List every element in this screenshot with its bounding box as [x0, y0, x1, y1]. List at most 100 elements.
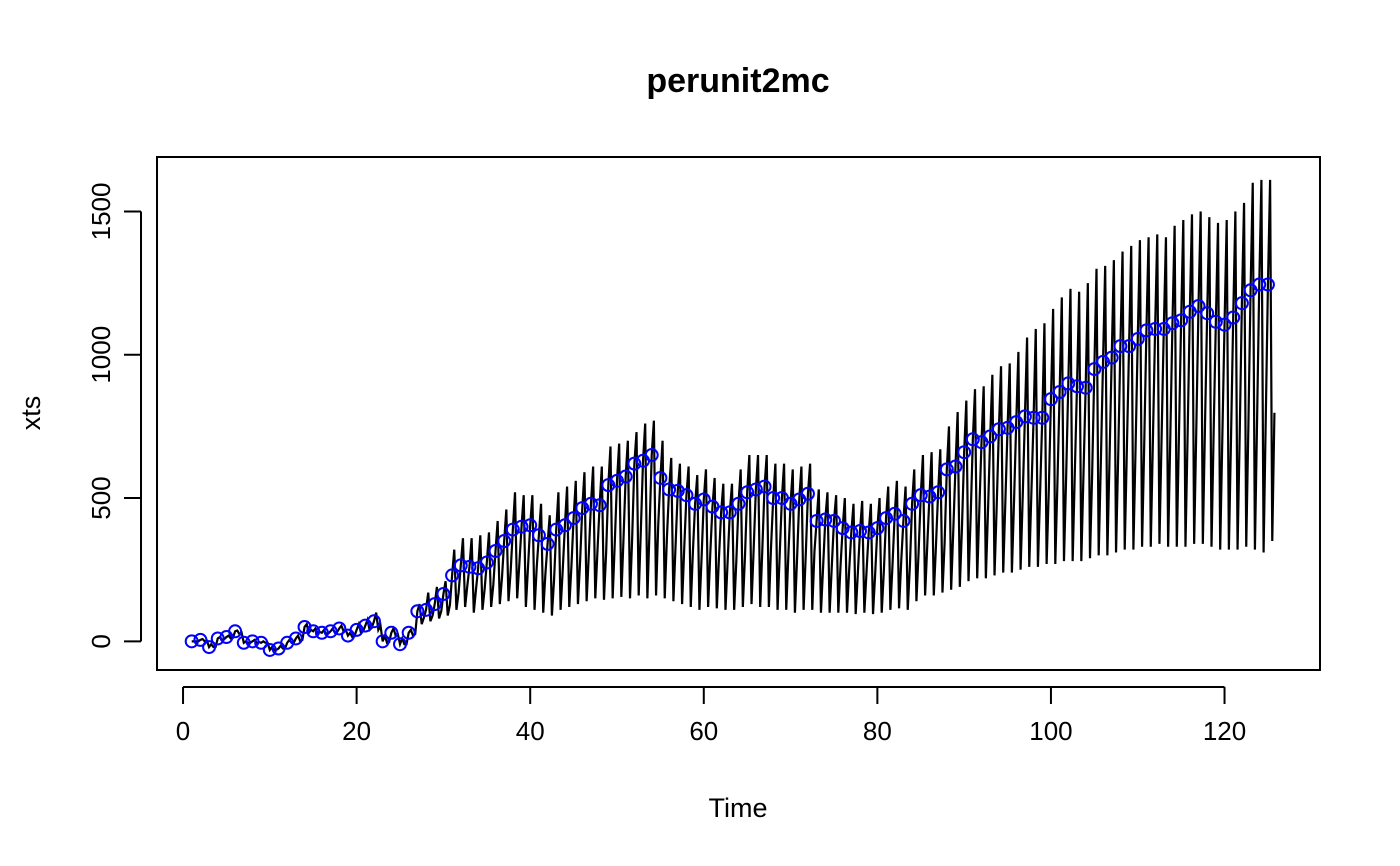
x-tick-label: 120 — [1203, 716, 1246, 746]
data-point — [662, 482, 677, 497]
data-point — [523, 518, 538, 533]
data-point — [853, 524, 868, 538]
data-point — [592, 498, 607, 513]
y-axis: 0 500 1000 1500 — [86, 183, 142, 649]
data-point — [445, 568, 460, 583]
data-point — [809, 513, 824, 528]
data-point — [184, 634, 199, 649]
y-axis-label: xts — [16, 396, 46, 431]
data-point — [1226, 310, 1241, 325]
data-point — [1191, 299, 1206, 314]
data-point — [1017, 409, 1032, 424]
data-point — [766, 491, 781, 506]
data-point — [939, 462, 954, 477]
data-point — [913, 488, 928, 503]
data-point — [757, 479, 772, 494]
data-point — [288, 631, 303, 646]
data-point — [714, 505, 729, 520]
y-tick-label: 1500 — [86, 183, 116, 241]
data-point — [210, 631, 225, 646]
x-tick-label: 80 — [863, 716, 892, 746]
data-point — [983, 429, 998, 444]
data-point — [1130, 331, 1145, 346]
data-point — [462, 559, 477, 574]
data-point — [1026, 410, 1041, 425]
data-point — [514, 519, 529, 534]
data-point — [740, 485, 755, 500]
data-point — [644, 448, 659, 463]
data-point — [1104, 350, 1119, 365]
data-point — [1087, 362, 1102, 377]
data-point — [965, 432, 980, 447]
data-point — [540, 536, 555, 551]
data-point — [905, 496, 920, 511]
x-tick-label: 100 — [1029, 716, 1072, 746]
chart-title: perunit2mc — [646, 62, 829, 100]
plot-frame — [156, 156, 1321, 671]
data-point — [957, 445, 972, 460]
data-point — [254, 635, 269, 650]
data-point — [748, 482, 763, 497]
data-point — [818, 512, 833, 527]
data-point — [1035, 410, 1050, 425]
data-point — [583, 496, 598, 511]
data-point — [696, 492, 711, 507]
data-point — [844, 525, 859, 540]
data-point — [488, 544, 503, 559]
data-point — [627, 456, 642, 471]
data-point — [1139, 323, 1154, 338]
data-point — [1148, 321, 1163, 336]
data-point — [497, 534, 512, 549]
line-layer — [191, 179, 1276, 653]
data-point — [375, 634, 390, 649]
data-point — [245, 634, 260, 649]
data-point — [800, 486, 815, 501]
data-point — [618, 469, 633, 484]
data-point — [1252, 277, 1267, 292]
data-point — [410, 604, 425, 619]
data-point — [401, 625, 416, 640]
data-point — [384, 625, 399, 640]
data-point — [1061, 376, 1076, 391]
data-point — [722, 505, 737, 520]
data-point — [323, 624, 338, 639]
data-point — [1069, 379, 1084, 394]
data-point — [1122, 339, 1137, 354]
data-point — [306, 624, 321, 639]
data-point — [557, 518, 572, 533]
data-point — [948, 459, 963, 474]
y-tick-label: 1000 — [86, 326, 116, 384]
data-point — [1113, 339, 1128, 354]
data-point — [991, 422, 1006, 437]
data-point — [436, 587, 451, 602]
x-tick-label: 0 — [176, 716, 190, 746]
data-point — [236, 635, 251, 650]
data-point — [366, 614, 381, 629]
y-tick-label: 500 — [86, 476, 116, 519]
data-point — [453, 558, 468, 573]
x-tick-label: 20 — [342, 716, 371, 746]
data-point — [1043, 392, 1058, 407]
data-point — [193, 632, 208, 647]
data-point — [1165, 316, 1180, 331]
data-point — [931, 485, 946, 500]
data-point — [531, 528, 546, 543]
x-axis-label: Time — [709, 793, 768, 823]
data-point — [202, 640, 217, 655]
data-point — [653, 470, 668, 485]
data-point — [731, 496, 746, 511]
data-point — [1052, 385, 1067, 400]
data-point — [826, 513, 841, 528]
data-point — [566, 511, 581, 526]
data-point — [1217, 317, 1232, 332]
data-point — [887, 506, 902, 521]
point-layer — [184, 277, 1275, 657]
y-tick-label: 0 — [86, 634, 116, 648]
data-point — [1234, 296, 1249, 311]
series-line — [191, 179, 1276, 653]
x-axis: 0 20 40 60 80 100 120 — [176, 686, 1246, 746]
data-point — [427, 597, 442, 612]
data-point — [679, 488, 694, 503]
data-point — [1260, 277, 1275, 292]
